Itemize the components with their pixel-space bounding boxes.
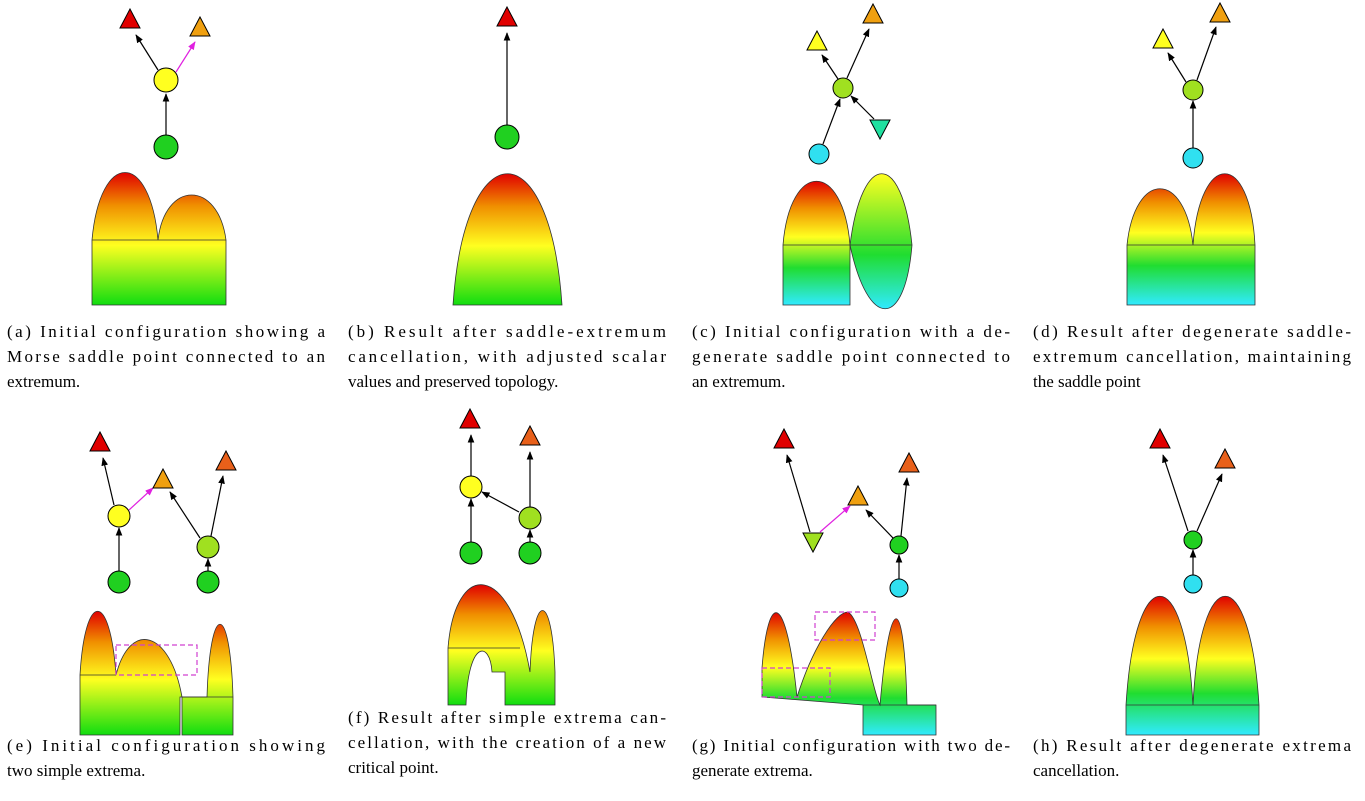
- caption-line: two simple extrema.: [7, 761, 145, 780]
- caption-line: (h) Result after degenerate extrema: [1033, 736, 1351, 755]
- saddle-node: [154, 68, 178, 92]
- caption-line: (f) Result after simple extrema can-: [348, 708, 666, 727]
- caption-line: values and preserved topology.: [348, 372, 558, 391]
- maximum-node: [1215, 449, 1235, 468]
- arrow: [1197, 474, 1222, 531]
- maximum-node: [520, 426, 540, 445]
- caption-line: (c) Initial configuration with a de-: [692, 322, 1010, 341]
- maximum-node: [216, 451, 236, 470]
- saddle-node: [108, 505, 130, 527]
- surfaces: [80, 173, 1259, 736]
- graphs: [90, 3, 1235, 597]
- saddle-node: [890, 579, 908, 597]
- arrow: [1168, 53, 1186, 82]
- maximum-node: [153, 469, 173, 488]
- maximum-node: [774, 429, 794, 448]
- maximum-node: [899, 453, 919, 472]
- arrow: [851, 96, 874, 119]
- surface-b: [453, 174, 562, 305]
- caption-line: cellation, with the creation of a new: [348, 733, 667, 752]
- saddle-node: [1183, 80, 1203, 100]
- figure: (a) Initial configuration showing a Mors…: [0, 0, 1365, 801]
- caption-line: (a) Initial configuration showing a: [7, 322, 325, 341]
- maximum-node: [1150, 429, 1170, 448]
- saddle-node: [890, 536, 908, 554]
- saddle-node: [197, 571, 219, 593]
- surface-f: [448, 585, 555, 705]
- saddle-node: [519, 542, 541, 564]
- caption-line: extremum.: [7, 372, 80, 391]
- caption-line: (e) Initial configuration showing: [7, 736, 326, 755]
- arrow: [1197, 27, 1216, 80]
- caption-line: (d) Result after degenerate saddle-: [1033, 322, 1351, 341]
- saddle-node: [833, 78, 853, 98]
- caption-line: Morse saddle point connected to an: [7, 347, 326, 366]
- saddle-node: [460, 542, 482, 564]
- maximum-node: [190, 17, 210, 36]
- arrow: [822, 55, 838, 79]
- arrow: [823, 99, 840, 144]
- arrow: [866, 510, 893, 538]
- caption-line: generate extrema.: [692, 761, 813, 780]
- arrow: [482, 492, 519, 512]
- caption-line: (b) Result after saddle-extremum: [348, 322, 666, 341]
- saddle-node: [519, 507, 541, 529]
- saddle-node: [1183, 148, 1203, 168]
- caption-line: the saddle point: [1033, 372, 1141, 391]
- maximum-node: [848, 486, 868, 505]
- maximum-node: [863, 4, 883, 23]
- maximum-node: [807, 31, 827, 50]
- surface-h: [1126, 596, 1259, 735]
- saddle-node: [1184, 575, 1202, 593]
- surface-a: [92, 173, 226, 306]
- arrow: [787, 455, 810, 532]
- saddle-node: [197, 536, 219, 558]
- arrow: [901, 478, 907, 536]
- surface-d: [1127, 174, 1255, 305]
- arrow: [847, 29, 869, 78]
- saddle-node: [495, 125, 519, 149]
- arrow: [176, 42, 195, 72]
- surface-g: [762, 612, 936, 735]
- caption-line: an extremum.: [692, 372, 785, 391]
- saddle-node: [108, 571, 130, 593]
- minimum-node: [803, 533, 823, 552]
- arrow: [211, 476, 223, 536]
- minimum-node: [870, 120, 890, 139]
- maximum-node: [1153, 29, 1173, 48]
- saddle-node: [460, 476, 482, 498]
- caption-line: (g) Initial configuration with two de-: [692, 736, 1010, 755]
- caption-line: generate saddle point connected to: [692, 347, 1010, 366]
- maximum-node: [460, 409, 480, 428]
- caption-line: extremum cancellation, maintaining: [1033, 347, 1352, 366]
- maximum-node: [497, 7, 517, 26]
- maximum-node: [1210, 3, 1230, 22]
- arrow: [820, 506, 850, 532]
- caption-line: cancellation.: [1033, 761, 1119, 780]
- arrow: [1163, 455, 1188, 531]
- arrow: [136, 35, 158, 70]
- caption-line: cancellation, with adjusted scalar: [348, 347, 666, 366]
- saddle-node: [809, 144, 829, 164]
- surface-c-right: [850, 174, 912, 309]
- maximum-node: [90, 432, 110, 451]
- maximum-node: [120, 9, 140, 28]
- surface-c-left: [783, 181, 850, 305]
- saddle-node: [1184, 531, 1202, 549]
- arrow: [103, 458, 114, 505]
- caption-line: critical point.: [348, 758, 439, 777]
- arrow: [129, 488, 153, 510]
- surface-e: [80, 611, 233, 735]
- saddle-node: [154, 135, 178, 159]
- arrow: [170, 492, 200, 538]
